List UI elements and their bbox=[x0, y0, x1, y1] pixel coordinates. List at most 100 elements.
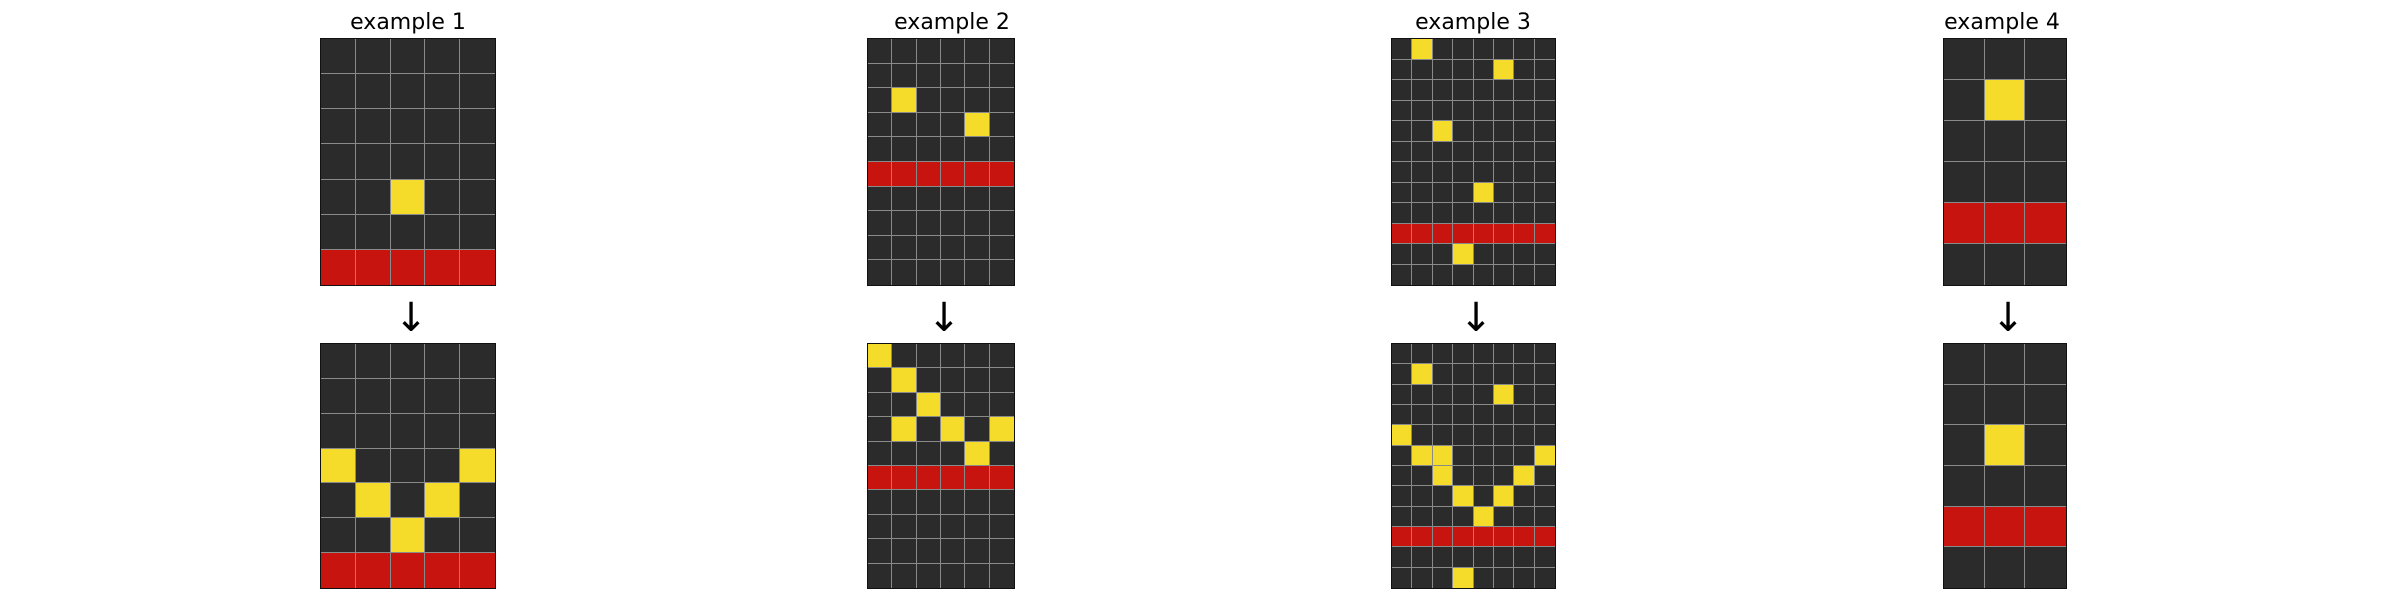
grid-cell bbox=[989, 137, 1014, 162]
grid-cell bbox=[868, 368, 893, 393]
grid-cell bbox=[1432, 486, 1454, 507]
grid-cell bbox=[321, 344, 356, 379]
grid-cell bbox=[916, 392, 941, 418]
grid-cell bbox=[1473, 486, 1494, 507]
grid-cell bbox=[965, 235, 990, 261]
grid-cell bbox=[1534, 182, 1555, 203]
grid-cell bbox=[868, 186, 893, 212]
grid-cell bbox=[355, 249, 391, 285]
grid-cell bbox=[1944, 80, 1985, 121]
grid-cell bbox=[965, 441, 990, 466]
grid-cell bbox=[1473, 162, 1494, 183]
grid-cell bbox=[868, 39, 893, 64]
grid-cell bbox=[989, 63, 1014, 89]
grid-cell bbox=[321, 448, 356, 484]
grid-cell bbox=[390, 448, 426, 484]
grid-cell bbox=[1493, 384, 1515, 405]
grid-cell bbox=[425, 483, 461, 519]
grid-cell bbox=[2025, 39, 2066, 80]
grid-cell bbox=[1453, 80, 1474, 101]
grid-cell bbox=[1514, 121, 1535, 142]
grid-cell bbox=[1984, 244, 2026, 285]
grid-cell bbox=[1392, 486, 1413, 507]
grid-cell bbox=[1412, 39, 1433, 60]
grid-cell bbox=[892, 417, 917, 442]
grid-cell bbox=[1493, 162, 1515, 183]
grid-cell bbox=[425, 413, 461, 449]
grid-cell bbox=[989, 563, 1014, 588]
grid-cell bbox=[1493, 80, 1515, 101]
grid-cell bbox=[892, 563, 917, 588]
grid-cell bbox=[1432, 445, 1454, 466]
grid-cell bbox=[941, 88, 966, 113]
grid-cell bbox=[989, 465, 1014, 491]
grid-cell bbox=[2025, 80, 2066, 121]
grid-cell bbox=[1473, 121, 1494, 142]
grid-cell bbox=[965, 63, 990, 89]
grid-cell bbox=[1392, 567, 1413, 588]
grid-cell bbox=[965, 39, 990, 64]
grid-cell bbox=[1984, 425, 2026, 466]
grid-cell bbox=[941, 539, 966, 564]
grid-cell bbox=[1412, 567, 1433, 588]
grid-cell bbox=[1392, 162, 1413, 183]
grid-cell bbox=[941, 465, 966, 491]
grid-cell bbox=[2025, 121, 2066, 162]
grid-cell bbox=[1534, 445, 1555, 466]
grid-cell bbox=[941, 39, 966, 64]
grid-cell bbox=[1514, 182, 1535, 203]
grid-cell bbox=[892, 39, 917, 64]
grid-cell bbox=[1514, 445, 1535, 466]
grid-cell bbox=[1944, 466, 1985, 507]
grid-cell bbox=[355, 413, 391, 449]
grid-cell bbox=[868, 417, 893, 442]
grid-cell bbox=[1432, 162, 1454, 183]
grid-cell bbox=[390, 553, 426, 588]
grid-cell bbox=[1984, 39, 2026, 80]
grid-cell bbox=[390, 483, 426, 519]
grid-cell bbox=[868, 235, 893, 261]
grid-cell bbox=[941, 63, 966, 89]
grid-cell bbox=[916, 211, 941, 236]
grid-cell bbox=[892, 63, 917, 89]
grid-cell bbox=[1514, 141, 1535, 162]
grid-cell bbox=[868, 260, 893, 285]
grid-cell bbox=[1412, 100, 1433, 121]
grid-cell bbox=[1534, 486, 1555, 507]
grid-cell bbox=[868, 88, 893, 113]
grid-cell bbox=[1534, 405, 1555, 426]
grid-cell bbox=[1534, 466, 1555, 487]
grid-cell bbox=[868, 112, 893, 138]
grid-cell bbox=[1453, 425, 1474, 446]
grid-cell bbox=[321, 249, 356, 285]
grid-cell bbox=[1453, 39, 1474, 60]
grid-cell bbox=[1473, 405, 1494, 426]
grid-cell bbox=[355, 179, 391, 215]
grid-cell bbox=[941, 162, 966, 187]
grid-cell bbox=[1412, 162, 1433, 183]
grid-cell bbox=[989, 539, 1014, 564]
grid-cell bbox=[355, 144, 391, 180]
grid-cell bbox=[1514, 405, 1535, 426]
grid-cell bbox=[1473, 203, 1494, 224]
grid-cell bbox=[1534, 141, 1555, 162]
grid-cell bbox=[916, 39, 941, 64]
grid-cell bbox=[390, 413, 426, 449]
grid-cell bbox=[1412, 384, 1433, 405]
grid-cell bbox=[1514, 80, 1535, 101]
grid-cell bbox=[1453, 527, 1474, 548]
grid-cell bbox=[1534, 547, 1555, 568]
grid-cell bbox=[868, 465, 893, 491]
grid-cell bbox=[1514, 466, 1535, 487]
grid-cell bbox=[941, 417, 966, 442]
grid-cell bbox=[460, 413, 495, 449]
grid-cell bbox=[1473, 527, 1494, 548]
grid-cell bbox=[1534, 506, 1555, 527]
grid-cell bbox=[1944, 121, 1985, 162]
grid-cell bbox=[1944, 384, 1985, 426]
example-4-title: example 4 bbox=[1944, 10, 2060, 35]
grid-cell bbox=[1432, 405, 1454, 426]
grid-cell bbox=[1473, 39, 1494, 60]
grid-cell bbox=[1473, 384, 1494, 405]
grid-cell bbox=[1534, 527, 1555, 548]
